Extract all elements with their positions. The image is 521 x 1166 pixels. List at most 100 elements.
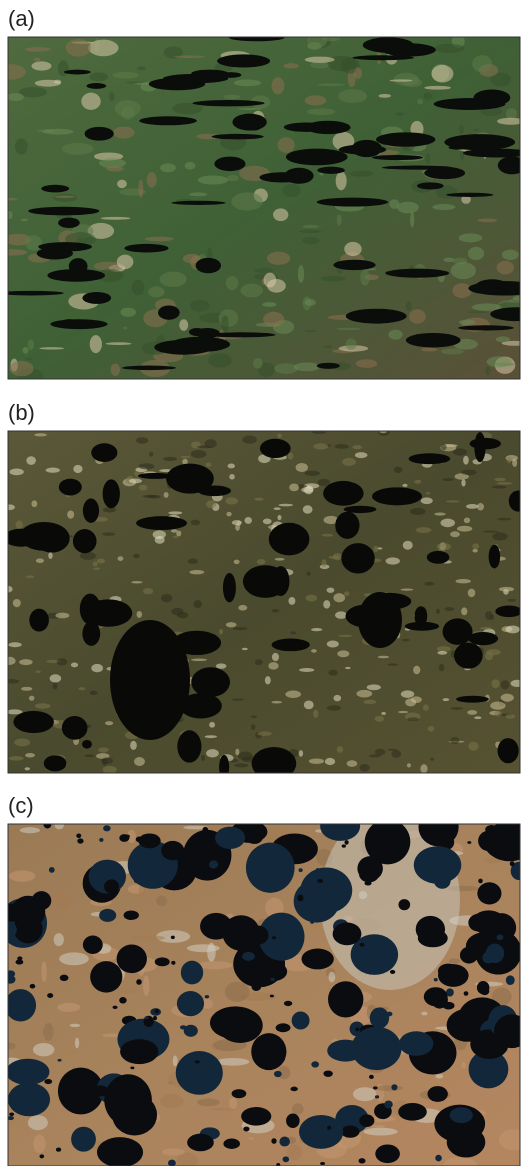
- texture: [34, 58, 40, 62]
- texture: [472, 549, 477, 553]
- pond: [8, 1083, 50, 1117]
- texture: [191, 659, 207, 662]
- texture: [257, 559, 266, 565]
- lake: [341, 543, 374, 573]
- pond: [187, 1134, 214, 1152]
- texture: [229, 474, 235, 479]
- texture: [138, 179, 143, 197]
- texture: [288, 453, 294, 460]
- texture: [132, 280, 145, 296]
- pond: [145, 1016, 149, 1019]
- lake: [346, 309, 407, 324]
- pond: [246, 843, 295, 893]
- lake: [454, 643, 483, 669]
- pond: [284, 1001, 292, 1006]
- pond: [272, 936, 276, 939]
- texture: [91, 664, 103, 672]
- pond: [281, 1058, 285, 1061]
- texture: [363, 700, 376, 705]
- lake: [475, 279, 508, 294]
- lake: [195, 328, 220, 338]
- satellite-image: [3, 429, 521, 780]
- texture: [323, 345, 332, 348]
- texture: [264, 273, 277, 288]
- texture: [14, 738, 30, 746]
- texture: [93, 567, 100, 569]
- pond: [493, 838, 502, 847]
- texture: [306, 572, 310, 576]
- texture: [499, 587, 514, 592]
- texture: [466, 504, 478, 509]
- texture: [356, 359, 378, 368]
- texture: [441, 348, 464, 354]
- texture: [444, 607, 454, 611]
- texture: [93, 562, 98, 567]
- texture: [147, 495, 160, 499]
- pond: [99, 909, 116, 922]
- texture: [321, 276, 345, 281]
- lake: [260, 439, 291, 458]
- pond: [9, 1113, 14, 1116]
- lake: [122, 366, 176, 371]
- texture: [173, 536, 179, 539]
- pond: [359, 1158, 366, 1163]
- texture: [189, 570, 204, 574]
- texture: [147, 172, 157, 187]
- texture: [451, 262, 476, 279]
- texture: [118, 556, 124, 561]
- texture: [229, 1097, 237, 1109]
- lake: [82, 292, 111, 304]
- pond: [242, 952, 255, 961]
- lake: [44, 755, 67, 771]
- texture: [375, 749, 386, 756]
- texture: [97, 559, 105, 564]
- texture: [109, 92, 114, 102]
- texture: [268, 662, 278, 669]
- texture: [103, 766, 117, 773]
- texture: [71, 663, 78, 668]
- texture: [467, 710, 477, 715]
- texture: [131, 581, 142, 583]
- lake: [358, 592, 402, 648]
- lake: [103, 479, 120, 508]
- texture: [277, 433, 282, 438]
- texture: [25, 767, 30, 770]
- pond: [467, 841, 471, 844]
- texture: [187, 944, 220, 952]
- texture: [321, 559, 326, 567]
- texture: [378, 656, 390, 659]
- pond: [299, 868, 303, 872]
- texture: [337, 650, 349, 657]
- lake: [456, 696, 489, 703]
- lake: [29, 609, 49, 632]
- lake: [219, 755, 229, 779]
- pond: [391, 1084, 397, 1090]
- texture: [101, 757, 113, 764]
- pond: [373, 1086, 378, 1089]
- texture: [346, 338, 357, 349]
- texture: [305, 299, 316, 306]
- texture: [439, 664, 445, 671]
- lake: [243, 565, 288, 598]
- texture: [285, 691, 301, 698]
- texture: [48, 552, 52, 559]
- pond: [292, 1011, 310, 1029]
- texture: [450, 737, 459, 744]
- lake: [41, 185, 69, 193]
- texture: [461, 470, 476, 476]
- texture: [271, 701, 282, 704]
- texture: [354, 67, 362, 79]
- pond: [418, 808, 458, 847]
- pond: [202, 827, 208, 833]
- texture: [105, 721, 113, 725]
- texture: [201, 755, 205, 761]
- texture: [449, 958, 460, 964]
- texture: [120, 308, 135, 317]
- texture: [90, 335, 102, 353]
- texture: [494, 711, 502, 717]
- pond: [365, 819, 411, 864]
- texture: [406, 301, 412, 311]
- texture: [160, 1094, 183, 1108]
- texture: [396, 112, 404, 115]
- texture: [181, 456, 191, 458]
